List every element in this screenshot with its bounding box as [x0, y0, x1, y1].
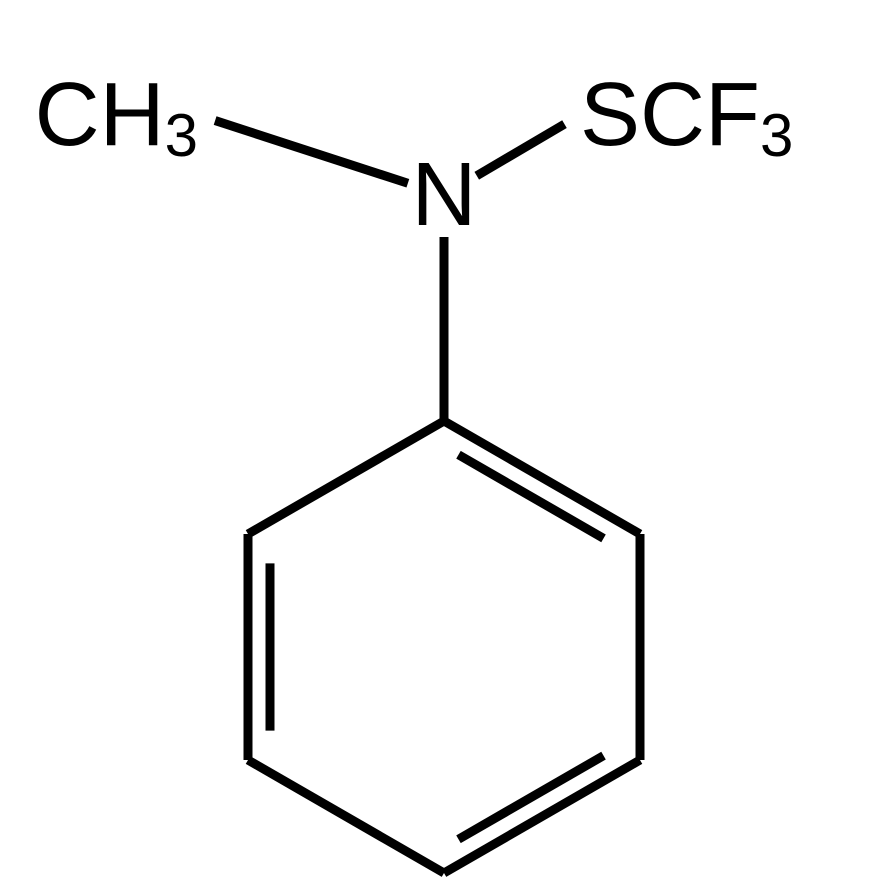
atom-label-scf3: SCF3: [580, 65, 793, 169]
bond: [444, 421, 640, 534]
bond: [248, 421, 444, 534]
bond: [215, 121, 408, 184]
atom-label-ch3: CH3: [35, 65, 198, 169]
bond: [248, 760, 444, 873]
bond: [477, 124, 565, 176]
bond: [444, 760, 640, 873]
atom-label-n: N: [412, 145, 477, 245]
chemical-structure: N CH3 SCF3: [0, 0, 890, 890]
